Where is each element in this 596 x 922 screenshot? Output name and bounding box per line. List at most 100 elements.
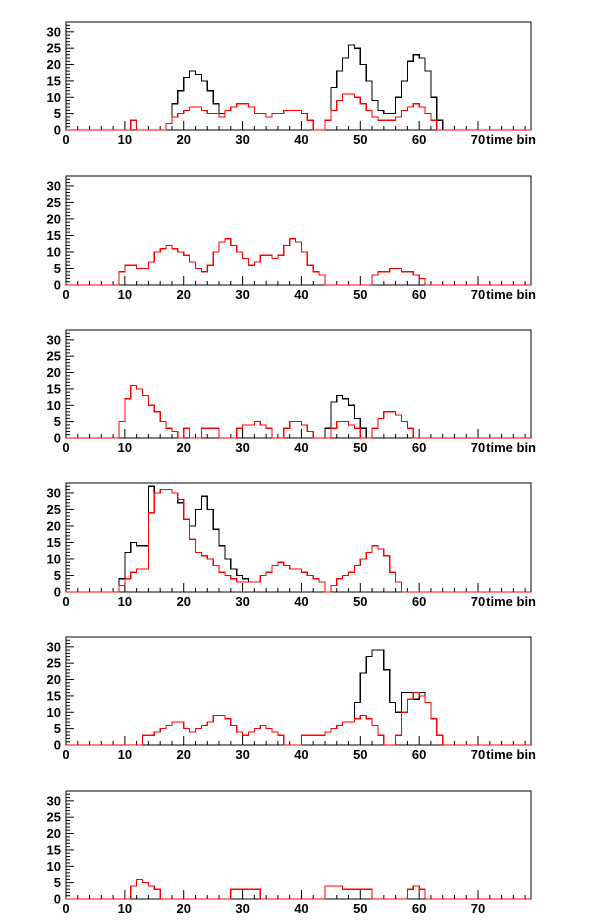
x-tick-label: 50: [353, 747, 367, 762]
x-tick-label: 50: [353, 594, 367, 609]
x-axis-title: time bin: [486, 287, 536, 302]
y-tick-label: 10: [47, 244, 61, 259]
x-tick-label: 40: [294, 287, 308, 302]
x-tick-label: 60: [412, 440, 426, 455]
y-tick-label: 20: [47, 211, 61, 226]
y-tick-label: 5: [54, 261, 61, 276]
y-tick-label: 30: [47, 639, 61, 654]
x-tick-label: 60: [412, 594, 426, 609]
plot-frame: [65, 636, 532, 746]
x-tick-label: 70: [471, 440, 485, 455]
x-tick-label: 10: [118, 594, 132, 609]
x-tick-label: 40: [294, 132, 308, 147]
y-tick-label: 25: [47, 502, 61, 517]
histogram-series-1: [66, 44, 531, 131]
y-tick-label: 15: [47, 228, 61, 243]
y-tick-label: 15: [47, 688, 61, 703]
x-tick-label: 50: [353, 901, 367, 916]
x-tick-label: 20: [176, 747, 190, 762]
x-tick-label: 60: [412, 132, 426, 147]
y-tick-label: 30: [47, 332, 61, 347]
x-tick-label: 0: [62, 747, 69, 762]
x-tick-label: 20: [176, 594, 190, 609]
x-tick-label: 50: [353, 440, 367, 455]
x-tick-label: 70: [471, 132, 485, 147]
x-tick-label: 70: [471, 287, 485, 302]
plot-frame: [65, 482, 532, 593]
y-tick-label: 25: [47, 810, 61, 825]
x-tick-label: 30: [235, 132, 249, 147]
y-tick-label: 30: [47, 793, 61, 808]
y-tick-label: 30: [47, 178, 61, 193]
y-tick-label: 25: [47, 656, 61, 671]
x-axis-title: time bin: [486, 747, 536, 762]
y-tick-label: 20: [47, 826, 61, 841]
x-tick-label: 40: [294, 440, 308, 455]
y-tick-label: 0: [54, 431, 61, 446]
y-tick-label: 15: [47, 381, 61, 396]
x-axis-title: time bin: [486, 440, 536, 455]
y-tick-label: 0: [54, 892, 61, 907]
y-tick-label: 5: [54, 568, 61, 583]
x-tick-label: 0: [62, 132, 69, 147]
y-tick-label: 10: [47, 398, 61, 413]
y-tick-label: 25: [47, 195, 61, 210]
y-tick-label: 5: [54, 875, 61, 890]
y-tick-label: 10: [47, 90, 61, 105]
y-tick-label: 0: [54, 738, 61, 753]
x-tick-label: 20: [176, 287, 190, 302]
x-axis-title: time bin: [486, 594, 536, 609]
x-tick-label: 70: [471, 901, 485, 916]
y-tick-label: 15: [47, 73, 61, 88]
x-tick-label: 0: [62, 901, 69, 916]
y-tick-label: 20: [47, 365, 61, 380]
histogram-series-1: [66, 394, 531, 439]
histogram-series-1: [66, 878, 531, 900]
y-tick-label: 30: [47, 485, 61, 500]
x-tick-label: 60: [412, 901, 426, 916]
y-tick-label: 0: [54, 585, 61, 600]
x-tick-label: 10: [118, 901, 132, 916]
y-tick-label: 0: [54, 278, 61, 293]
y-tick-label: 20: [47, 57, 61, 72]
x-tick-label: 10: [118, 132, 132, 147]
histogram-series-1: [66, 238, 531, 286]
x-tick-label: 50: [353, 132, 367, 147]
x-tick-label: 0: [62, 287, 69, 302]
x-tick-label: 50: [353, 287, 367, 302]
x-tick-label: 10: [118, 440, 132, 455]
x-tick-label: 10: [118, 287, 132, 302]
x-tick-label: 30: [235, 594, 249, 609]
x-tick-label: 30: [235, 440, 249, 455]
x-tick-label: 20: [176, 440, 190, 455]
plot-frame: [65, 175, 532, 286]
y-tick-label: 5: [54, 414, 61, 429]
histogram-series-2: [66, 692, 531, 746]
x-tick-label: 0: [62, 440, 69, 455]
plot-frame: [65, 790, 532, 900]
plot-frame: [65, 21, 532, 131]
y-tick-label: 25: [47, 41, 61, 56]
y-tick-label: 10: [47, 705, 61, 720]
y-tick-label: 5: [54, 721, 61, 736]
histogram-series-2: [66, 489, 531, 593]
histogram-series-1: [66, 485, 531, 593]
y-tick-label: 30: [47, 24, 61, 39]
x-tick-label: 20: [176, 901, 190, 916]
y-tick-label: 5: [54, 106, 61, 121]
x-axis-title: time bin: [486, 132, 536, 147]
x-tick-label: 40: [294, 594, 308, 609]
y-tick-label: 15: [47, 842, 61, 857]
y-tick-label: 20: [47, 672, 61, 687]
y-tick-label: 15: [47, 535, 61, 550]
y-tick-label: 20: [47, 518, 61, 533]
x-tick-label: 60: [412, 747, 426, 762]
x-tick-label: 60: [412, 287, 426, 302]
y-tick-label: 0: [54, 123, 61, 138]
